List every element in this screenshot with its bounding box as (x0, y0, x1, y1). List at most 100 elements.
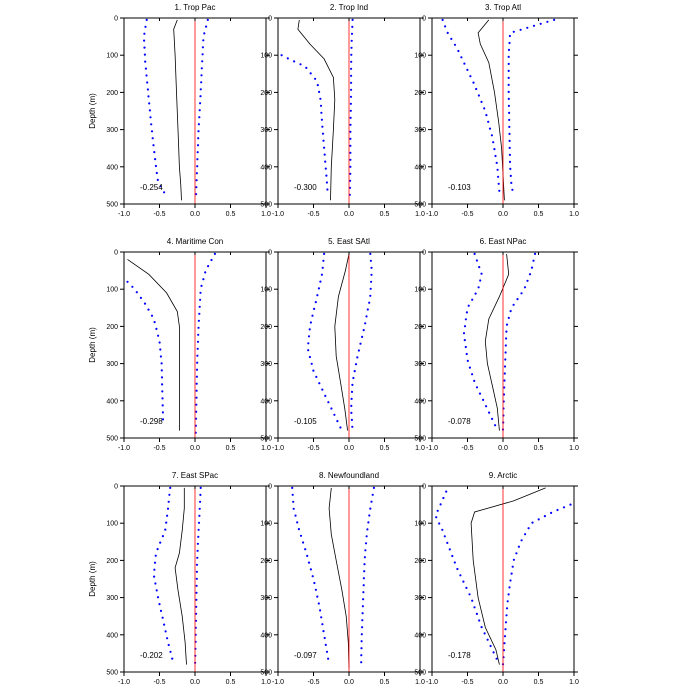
data-point (463, 62, 466, 65)
y-tick-label: 400 (106, 632, 118, 639)
data-point (200, 284, 203, 287)
series-dotted-1 (126, 280, 165, 421)
x-tick-label: 0.0 (344, 679, 354, 686)
x-tick-label: 0.5 (380, 445, 390, 452)
y-tick-label: 200 (106, 558, 118, 565)
data-point (323, 146, 326, 149)
series-dotted-2 (194, 252, 216, 434)
data-point (508, 153, 511, 156)
annotation-value: -0.298 (140, 417, 163, 426)
data-point (465, 352, 468, 356)
data-point (556, 508, 559, 512)
data-point (526, 26, 529, 29)
panel-4: 4. Maritime Con -1.0 -0.5 0.0 0.5 1.0 0 100 200 3… (88, 237, 271, 452)
y-tick-label: 100 (260, 53, 272, 60)
data-point (195, 598, 198, 601)
y-tick-label: 500 (414, 436, 426, 443)
data-point (357, 349, 360, 352)
data-point (148, 102, 151, 105)
data-point (294, 514, 297, 517)
data-point (195, 410, 198, 413)
data-point (527, 527, 530, 530)
data-point (166, 514, 169, 517)
data-point (296, 521, 299, 524)
x-tick-label: -0.5 (153, 445, 165, 452)
data-point (316, 294, 319, 297)
plot-area (435, 486, 572, 672)
data-point (166, 637, 169, 640)
data-point (489, 644, 492, 648)
plot-area (153, 486, 202, 672)
data-point (195, 389, 198, 392)
data-point (336, 420, 339, 423)
data-point (144, 67, 147, 70)
data-point (360, 647, 363, 650)
plot-area (143, 18, 209, 204)
y-tick-label: 0 (422, 16, 426, 23)
series-dotted-1 (307, 252, 342, 429)
data-point (291, 493, 294, 496)
data-point (360, 654, 363, 657)
data-point (160, 376, 164, 379)
data-point (324, 643, 327, 647)
data-point (507, 76, 510, 79)
data-point (471, 599, 474, 602)
data-point (475, 259, 478, 262)
data-point (508, 34, 511, 38)
data-point (144, 60, 147, 63)
x-tick-label: 0.0 (498, 445, 508, 452)
data-point (292, 507, 295, 510)
data-point (350, 411, 353, 414)
data-point (311, 575, 314, 578)
data-point (327, 657, 330, 660)
data-point (530, 266, 534, 269)
data-point (507, 55, 510, 59)
data-point (504, 621, 508, 624)
y-tick-label: 200 (414, 558, 426, 565)
data-point (307, 561, 311, 564)
data-point (322, 630, 325, 633)
annotation-value: -0.103 (448, 183, 471, 192)
plot-area (126, 252, 216, 438)
data-point (479, 279, 482, 282)
x-tick-label: -1.0 (272, 679, 284, 686)
data-point (196, 340, 200, 343)
data-point (316, 84, 319, 87)
data-point (516, 298, 519, 301)
data-point (507, 316, 510, 319)
x-tick-label: -0.5 (461, 211, 473, 218)
data-point (196, 556, 199, 559)
data-point (492, 651, 495, 654)
data-point (508, 41, 511, 45)
data-point (350, 39, 353, 42)
data-point (492, 141, 495, 144)
data-point (197, 123, 200, 126)
x-tick-label: -0.5 (307, 679, 319, 686)
data-point (507, 97, 510, 100)
series-line (173, 19, 182, 201)
data-point (486, 638, 489, 641)
data-point (350, 81, 353, 84)
series-line (334, 253, 350, 431)
plot-area (441, 18, 556, 204)
data-point (349, 123, 352, 126)
data-point (496, 168, 499, 171)
data-point (197, 521, 201, 524)
data-point (153, 568, 156, 571)
data-point (322, 259, 325, 262)
x-tick-label: 1.0 (261, 211, 271, 218)
data-point (164, 528, 167, 531)
data-point (508, 118, 511, 121)
y-tick-label: 300 (260, 127, 272, 134)
data-point (504, 344, 507, 347)
data-point (438, 522, 441, 525)
data-point (321, 125, 324, 128)
data-point (195, 382, 198, 385)
data-point (308, 328, 311, 331)
data-point (517, 545, 521, 548)
data-point (325, 181, 328, 184)
data-point (539, 22, 542, 25)
x-tick-label: -1.0 (118, 211, 130, 218)
data-point (444, 25, 447, 28)
data-point (156, 178, 159, 181)
